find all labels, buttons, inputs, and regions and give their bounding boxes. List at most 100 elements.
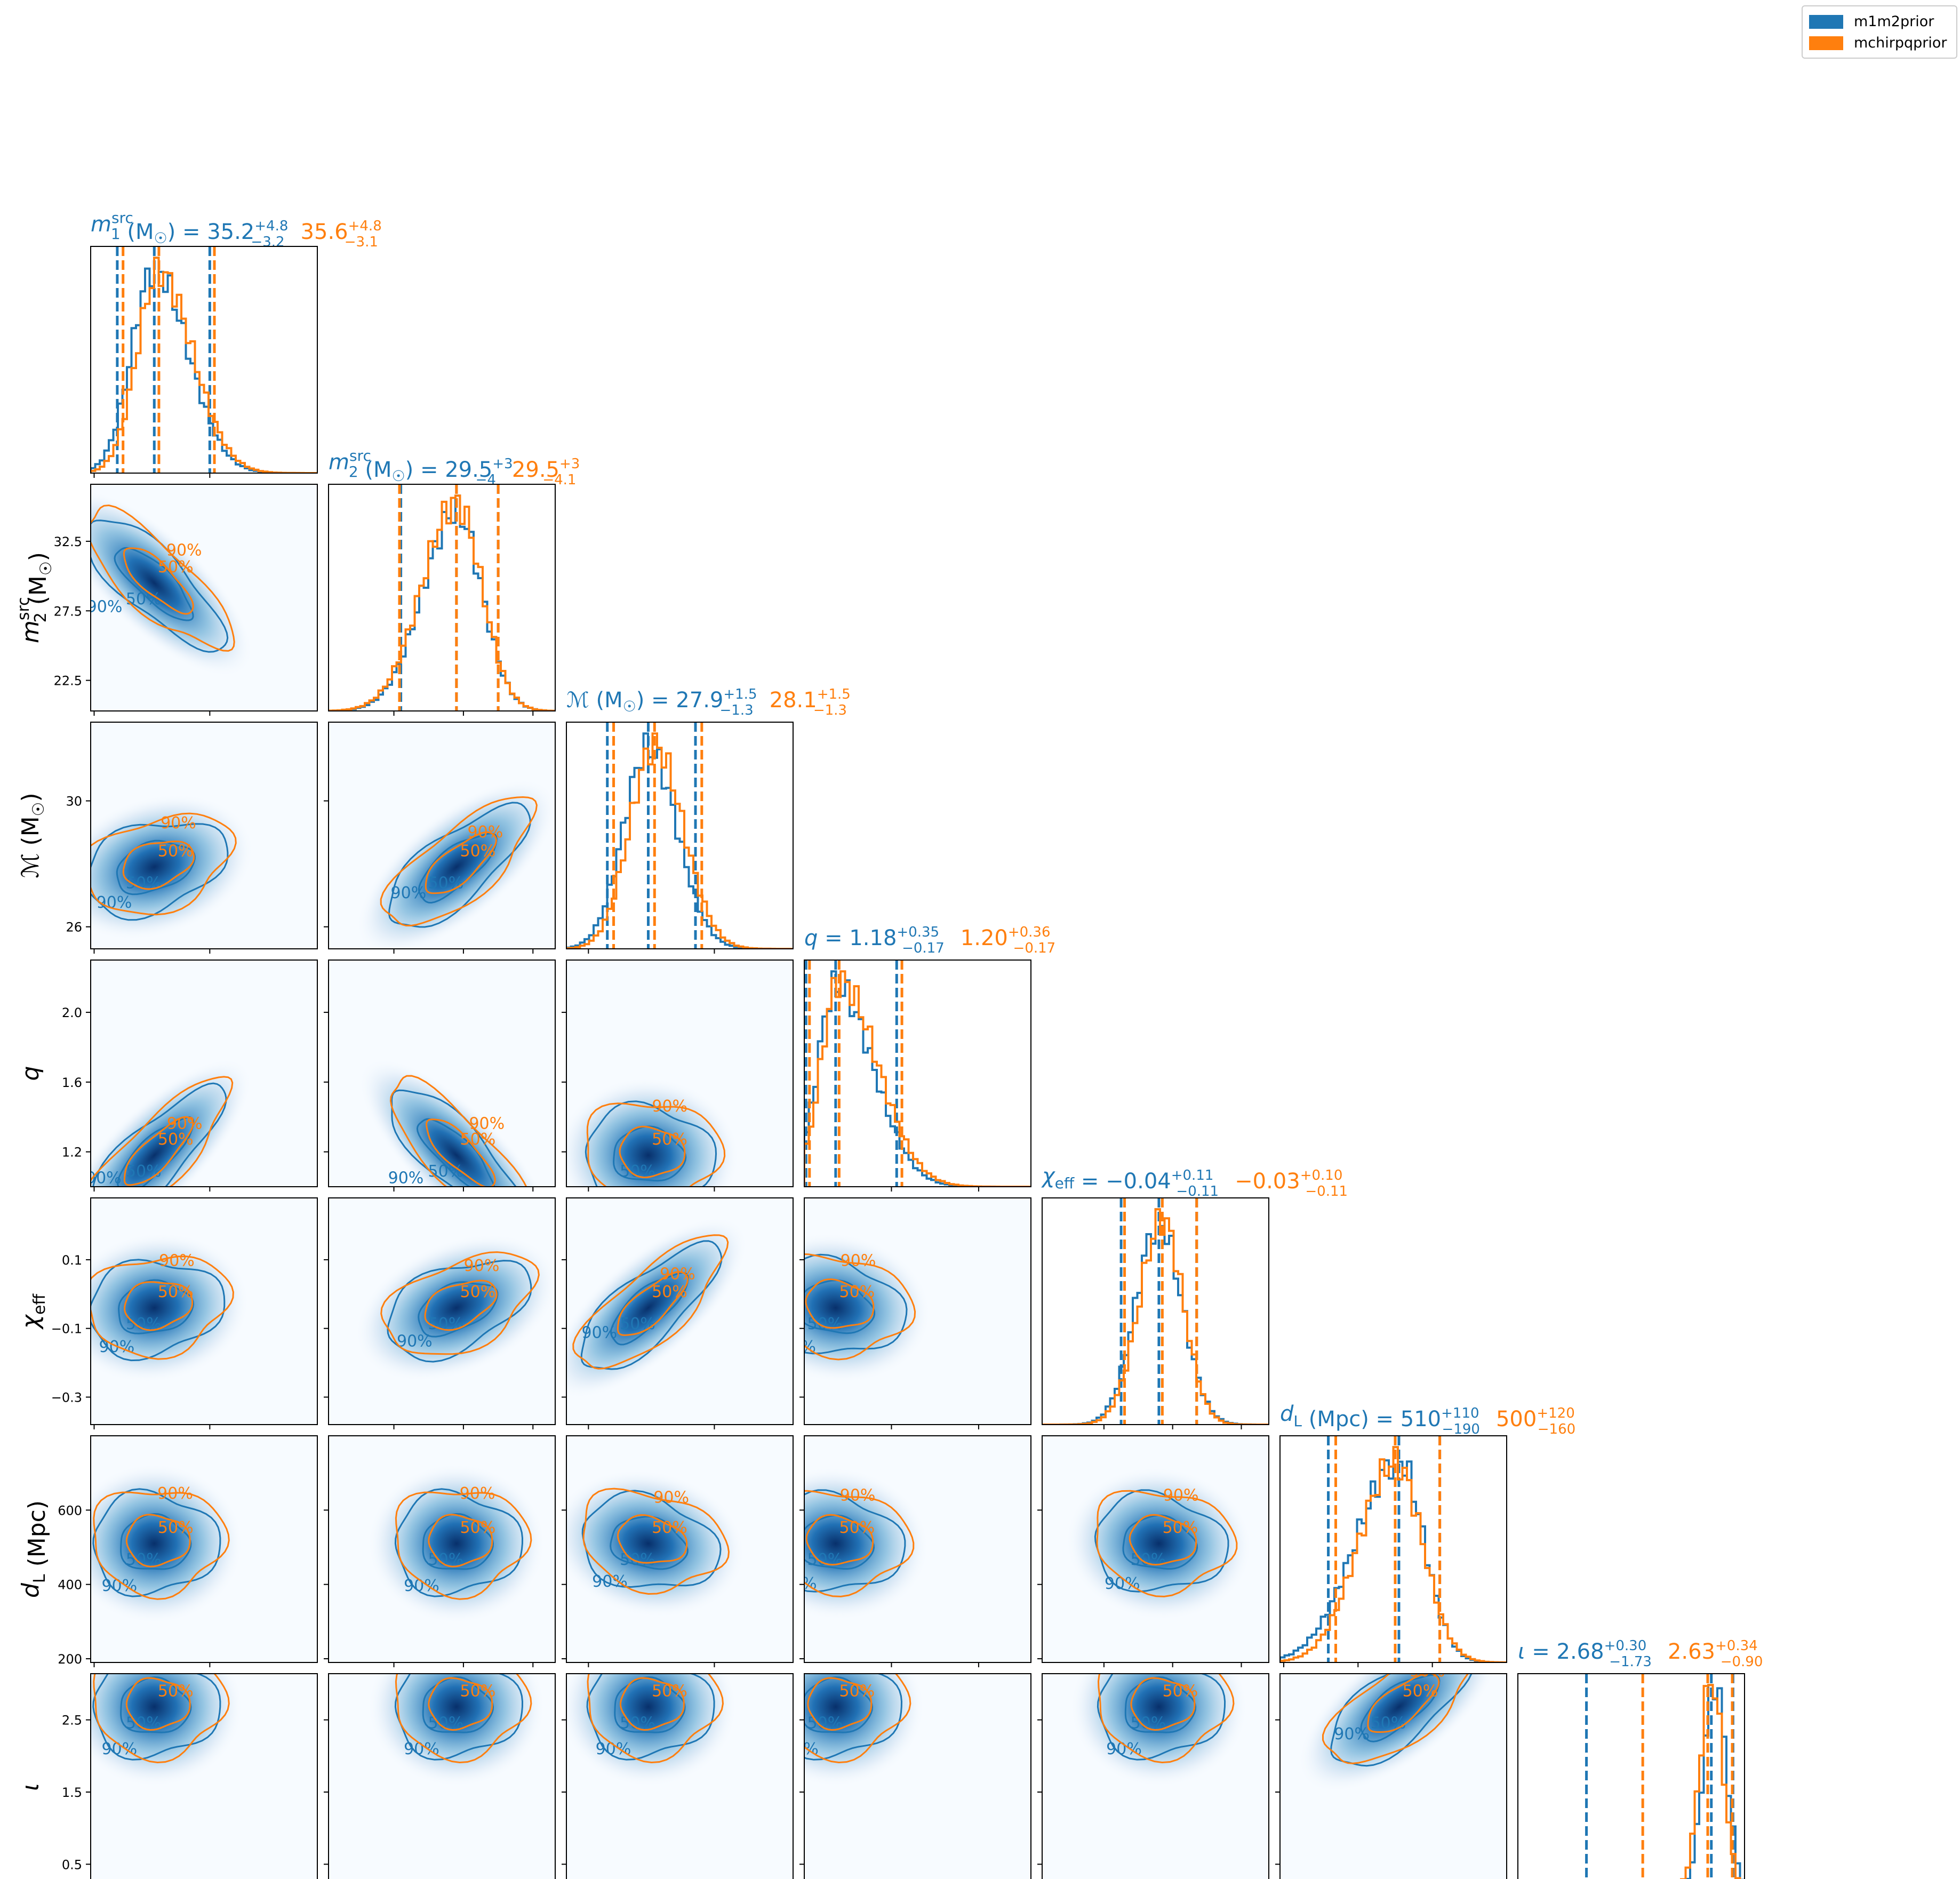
contour-50-blue <box>610 1516 689 1570</box>
contour-90-blue <box>388 802 531 928</box>
panel-frame <box>1279 1673 1507 1879</box>
contour-50-orange <box>425 831 498 894</box>
contour-label-90-blue: 90% <box>388 1169 424 1188</box>
panel-plot-area: 90%50%90%50% <box>1298 1674 1500 1792</box>
contour-label-90-blue: 90% <box>404 1577 439 1595</box>
panel-plot-area: 90%50%90%50% <box>356 779 555 949</box>
contour-label-90-orange: 90% <box>841 1252 876 1270</box>
contour-90-orange <box>804 1674 911 1764</box>
y-tick-label: 1.5 <box>62 1785 82 1800</box>
contour-label-50-orange: 50% <box>1163 1682 1198 1700</box>
panel-title-q: q = 1.18+0.35 −0.17 1.20+0.36 −0.17 <box>804 924 1055 956</box>
panel-plot-area: 90%50%90%50% <box>566 1674 738 1787</box>
contour-label-50-orange: 50% <box>158 1682 194 1700</box>
histogram-orange <box>1280 1446 1507 1662</box>
density-panel-iota-chi: 90%50%90%50%−0.20.00.2 <box>1037 1673 1269 1879</box>
panel-plot-area: 90%50%90%50% <box>804 1674 925 1787</box>
histogram-orange <box>1042 1208 1269 1425</box>
contour-50-blue <box>804 1514 875 1570</box>
panel-background <box>566 722 793 949</box>
panel-plot-area <box>329 484 555 711</box>
contour-label-90-orange: 90% <box>660 1265 695 1284</box>
density-panel-chi-m1: 90%50%90%50%−0.3−0.10.1 <box>51 1197 318 1429</box>
contour-label-90-blue: 90% <box>1106 1740 1142 1758</box>
density-panel-m2-m1: 90% 50%90%50%22.527.532.5 <box>54 484 318 716</box>
panel-plot-area <box>1280 1436 1507 1662</box>
contour-90-orange <box>804 1490 915 1597</box>
density-panel-iota-m2: 90%50%90%50%253035 <box>324 1673 556 1879</box>
y-axis-label-iota: ι <box>17 1783 44 1791</box>
contour-label-90-orange: 90% <box>157 1484 193 1503</box>
contour-90-orange <box>395 1674 532 1764</box>
density-panel-iota-m1: 90%50%90%50%30400.51.52.5 <box>62 1673 318 1879</box>
panel-plot-area <box>1585 1674 1745 1879</box>
contour-90-blue <box>804 1253 908 1355</box>
contour-50-orange <box>617 1514 688 1564</box>
contour-50-orange <box>1367 1674 1440 1733</box>
panel-frame <box>1042 1197 1269 1425</box>
panel-frame <box>804 960 1031 1187</box>
panel-frame <box>566 1673 794 1879</box>
contour-50-orange <box>123 547 194 615</box>
panel-frame <box>328 1673 556 1879</box>
contour-label-50-blue: 50% <box>126 1162 162 1181</box>
panel-title-chi: χeff = −0.04+0.11 −0.11 −0.03+0.10 −0.11 <box>1041 1164 1348 1200</box>
contour-90-blue <box>586 1674 715 1761</box>
density-shading <box>356 779 555 949</box>
y-tick-label: 0.1 <box>62 1253 82 1268</box>
contour-90-orange <box>380 1251 540 1355</box>
contour-label-90-orange: 90% <box>464 1257 500 1275</box>
contour-label-50-orange: 50% <box>652 1518 687 1537</box>
density-shading <box>566 1217 748 1398</box>
panel-frame <box>566 1197 794 1425</box>
contour-label-50-orange: 50% <box>1163 1518 1198 1537</box>
panel-plot-area: 90%50%90%50% <box>91 489 253 677</box>
panel-frame <box>328 722 556 949</box>
panel-frame <box>90 960 318 1187</box>
panel-plot-area: 90%50%90%50% <box>1066 1467 1252 1620</box>
contour-90-blue <box>585 1100 717 1187</box>
contour-50-blue <box>1360 1674 1441 1742</box>
contour-90-blue <box>581 1490 722 1588</box>
panel-plot-area: 90%50%90%50% <box>91 1674 243 1787</box>
histogram-blue <box>1280 1446 1507 1662</box>
contour-label-50-orange: 50% <box>460 1283 496 1301</box>
contour-label-50-blue: 50% <box>126 590 162 609</box>
panel-plot-area: 90%50%90%50% <box>91 1464 243 1624</box>
contour-label-90-orange: 90% <box>460 1484 495 1503</box>
contour-label-50-orange: 50% <box>158 558 194 577</box>
contour-label-90-orange: 90% <box>159 1252 195 1270</box>
legend-swatch-blue <box>1809 15 1843 29</box>
contour-90-orange <box>1096 1490 1238 1597</box>
y-tick-label: 1.2 <box>62 1145 82 1160</box>
contour-label-90-orange: 90% <box>161 814 196 833</box>
contour-50-blue <box>114 547 194 621</box>
contour-50-orange <box>1130 1677 1196 1731</box>
contour-90-blue <box>394 1674 524 1761</box>
panel-frame <box>804 1673 1031 1879</box>
y-tick-label: 600 <box>58 1503 82 1518</box>
contour-label-50-orange: 50% <box>1403 1682 1438 1700</box>
panel-frame <box>90 246 318 474</box>
panel-frame <box>328 1197 556 1425</box>
contour-label-90-orange: 90% <box>652 1097 687 1116</box>
panel-plot-area: 90%50%90%50% <box>1070 1674 1248 1787</box>
contour-90-orange <box>572 1234 729 1370</box>
contour-90-orange <box>93 1491 230 1600</box>
contour-label-90-blue: 90% <box>101 1577 137 1595</box>
contour-50-orange <box>122 840 195 890</box>
histogram-panel-m1: msrc 1 (M☉) = 35.2+4.8 −3.2 35.6+4.8 −3.1 <box>90 209 382 478</box>
contour-90-blue <box>92 1082 227 1187</box>
panel-plot-area: 90%50%90%50% <box>91 1233 250 1383</box>
y-axis-label-m2: msrc2 (M☉) <box>14 552 55 643</box>
contour-label-90-blue: 90% <box>101 1740 137 1758</box>
panel-plot-area: 90%50%90%50% <box>566 1217 748 1398</box>
contour-90-blue <box>804 1489 906 1593</box>
contour-50-orange <box>617 1271 689 1336</box>
density-shading <box>804 1674 925 1787</box>
legend-label: mchirpqprior <box>1854 35 1947 51</box>
panel-frame <box>804 1197 1031 1425</box>
contour-90-orange <box>389 1075 527 1187</box>
contour-label-50-orange: 50% <box>652 1130 687 1149</box>
